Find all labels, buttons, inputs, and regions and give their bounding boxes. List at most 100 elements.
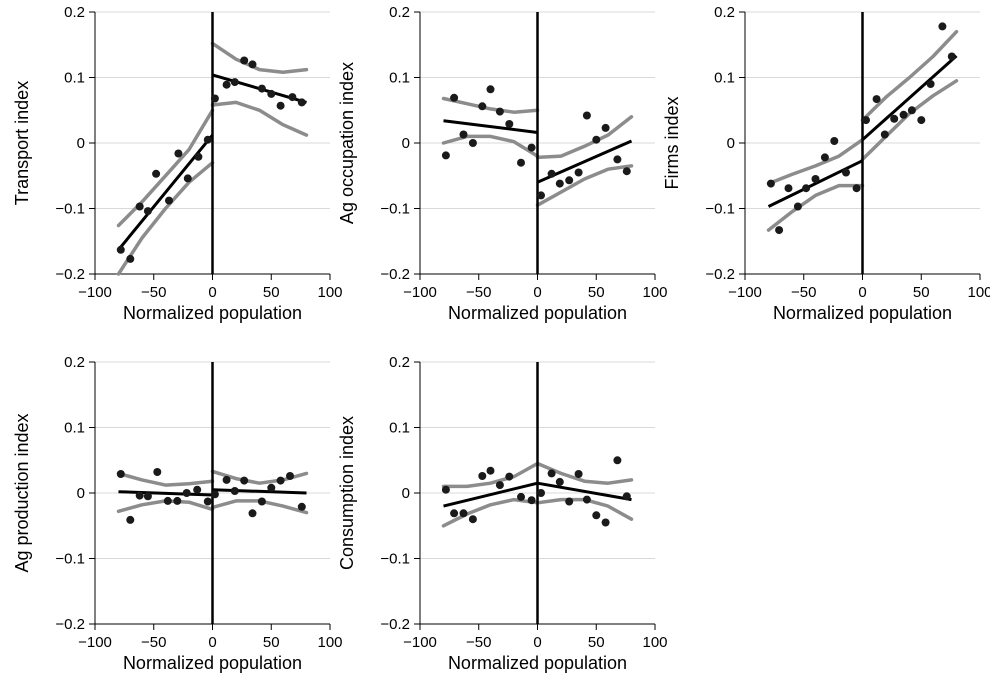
data-point — [802, 184, 811, 193]
y-tick-label: −0.1 — [380, 551, 410, 568]
x-tick-label: 0 — [208, 284, 216, 301]
x-tick-label: 50 — [263, 634, 280, 651]
y-tick-label: 0.1 — [64, 70, 85, 87]
data-point — [478, 102, 487, 111]
data-point — [441, 151, 450, 160]
y-tick-label: −0.2 — [55, 616, 85, 633]
data-point — [459, 509, 468, 518]
data-point — [267, 89, 276, 98]
data-point — [784, 184, 793, 193]
x-tick-label: −50 — [466, 284, 491, 301]
data-point — [555, 179, 564, 188]
data-point — [194, 152, 203, 161]
y-tick-label: −0.1 — [380, 201, 410, 218]
fit-line-left — [117, 134, 214, 251]
ci-upper-left-curve — [441, 96, 540, 114]
data-point — [830, 137, 839, 145]
data-point — [116, 245, 125, 254]
data-point — [165, 196, 173, 205]
y-axis-title: Ag production index — [12, 413, 32, 572]
data-point — [441, 485, 450, 494]
x-axis-title: Normalized population — [448, 303, 627, 323]
data-point — [182, 489, 191, 497]
ci-lower-left-curve — [441, 134, 540, 158]
x-tick-label: 100 — [967, 284, 990, 301]
data-point — [926, 80, 935, 88]
fit-line-left — [767, 159, 864, 208]
x-tick-label: 50 — [588, 284, 605, 301]
ci-upper-left-curve — [766, 137, 865, 186]
y-tick-label: −0.2 — [380, 266, 410, 283]
data-point — [917, 116, 926, 125]
x-tick-label: 100 — [642, 284, 667, 301]
data-point — [582, 111, 591, 120]
data-point — [872, 95, 881, 104]
y-tick-label: −0.2 — [380, 616, 410, 633]
y-tick-label: −0.2 — [705, 266, 735, 283]
data-point — [163, 496, 172, 505]
y-tick-label: −0.1 — [55, 551, 85, 568]
data-point — [527, 496, 536, 505]
data-point — [505, 472, 514, 481]
x-tick-label: −100 — [403, 284, 437, 301]
y-tick-label: 0.1 — [64, 420, 85, 437]
data-point — [203, 497, 212, 506]
fit-line-right — [861, 54, 958, 141]
x-axis-title: Normalized population — [773, 303, 952, 323]
y-tick-label: 0.2 — [389, 354, 410, 371]
x-tick-label: −50 — [141, 284, 166, 301]
x-tick-label: −100 — [403, 634, 437, 651]
data-point — [203, 135, 212, 144]
panel-3: −0.2 −0.1 0 0.1 0.2 −100 −50 0 50 100 Normalized p… — [662, 4, 990, 323]
fit-line-left — [443, 481, 538, 508]
data-point — [248, 509, 257, 518]
x-tick-label: −50 — [791, 284, 816, 301]
data-point — [547, 469, 556, 478]
data-point — [116, 470, 125, 478]
data-point — [527, 143, 536, 152]
data-point — [222, 80, 231, 89]
y-tick-label: −0.1 — [705, 201, 735, 218]
data-point — [240, 56, 249, 65]
data-point — [257, 84, 266, 93]
data-point — [880, 130, 889, 139]
y-tick-label: 0.2 — [714, 4, 735, 21]
y-axis-title: Consumption index — [337, 416, 357, 570]
x-tick-label: 0 — [208, 634, 216, 651]
data-point — [468, 139, 477, 147]
ci-lower-right-curve — [210, 100, 309, 137]
data-point — [601, 123, 610, 132]
x-axis-title: Normalized population — [123, 653, 302, 673]
data-point — [495, 107, 504, 116]
data-point — [297, 98, 306, 107]
x-tick-label: 50 — [263, 284, 280, 301]
data-point — [193, 485, 202, 494]
ci-upper-right-curve — [535, 115, 634, 160]
panel-4: −0.2 −0.1 0 0.1 0.2 −100 −50 0 50 100 Normalized p… — [12, 354, 343, 673]
data-point — [820, 153, 829, 162]
y-tick-label: 0.1 — [714, 70, 735, 87]
x-tick-label: 50 — [588, 634, 605, 651]
data-point — [811, 175, 820, 183]
y-axis-title: Ag occupation index — [337, 62, 357, 224]
data-point — [126, 254, 135, 263]
x-axis-title: Normalized population — [123, 303, 302, 323]
data-point — [276, 476, 285, 485]
data-point — [574, 168, 583, 177]
y-axis-title: Firms index — [662, 96, 682, 189]
y-tick-label: 0.1 — [389, 70, 410, 87]
data-point — [622, 167, 631, 176]
ci-upper-left-curve — [441, 461, 540, 489]
y-tick-label: 0 — [402, 135, 410, 152]
data-point — [495, 481, 504, 490]
fit-line-right — [537, 481, 632, 502]
x-tick-label: 100 — [642, 634, 667, 651]
data-point — [517, 492, 525, 501]
data-point — [152, 169, 161, 178]
data-point — [601, 518, 610, 527]
data-point — [592, 511, 601, 520]
data-point — [143, 207, 152, 216]
y-tick-label: −0.1 — [55, 201, 85, 218]
y-tick-label: 0.2 — [64, 4, 85, 21]
